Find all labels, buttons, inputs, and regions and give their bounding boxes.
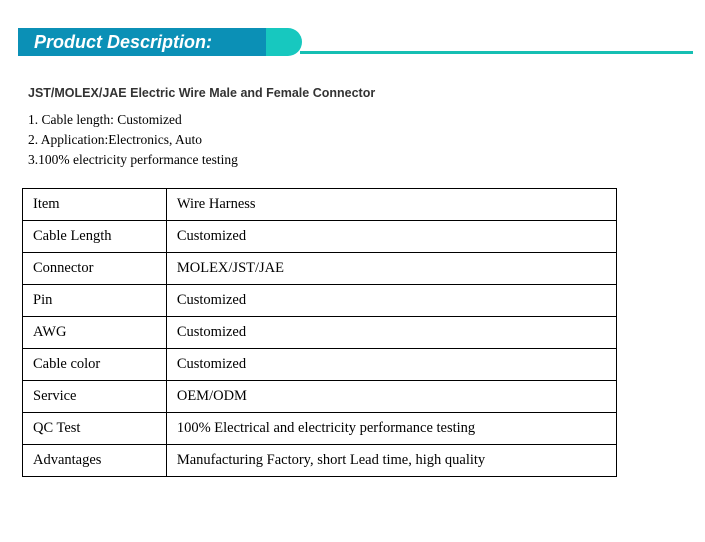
cell-label: Pin [23, 285, 167, 317]
table-row: Service OEM/ODM [23, 381, 617, 413]
cell-label: Connector [23, 253, 167, 285]
table-row: Pin Customized [23, 285, 617, 317]
cell-value: Wire Harness [166, 189, 616, 221]
header-title: Product Description: [34, 32, 212, 53]
cell-value: Customized [166, 317, 616, 349]
cell-label: Item [23, 189, 167, 221]
header-underline [300, 51, 693, 54]
cell-label: Advantages [23, 445, 167, 477]
cell-value: MOLEX/JST/JAE [166, 253, 616, 285]
cell-label: AWG [23, 317, 167, 349]
cell-label: QC Test [23, 413, 167, 445]
cell-value: Manufacturing Factory, short Lead time, … [166, 445, 616, 477]
bullet-item: 2. Application:Electronics, Auto [28, 132, 705, 148]
cell-value: 100% Electrical and electricity performa… [166, 413, 616, 445]
header-blue-block: Product Description: [18, 28, 266, 56]
cell-value: Customized [166, 285, 616, 317]
header-bar: Product Description: [0, 28, 705, 56]
header-teal-curve [262, 28, 302, 56]
table-row: Connector MOLEX/JST/JAE [23, 253, 617, 285]
table-row: QC Test 100% Electrical and electricity … [23, 413, 617, 445]
table-row: Advantages Manufacturing Factory, short … [23, 445, 617, 477]
cell-label: Service [23, 381, 167, 413]
product-subtitle: JST/MOLEX/JAE Electric Wire Male and Fem… [28, 86, 705, 100]
cell-value: Customized [166, 221, 616, 253]
cell-value: OEM/ODM [166, 381, 616, 413]
table-row: Cable color Customized [23, 349, 617, 381]
bullet-item: 3.100% electricity performance testing [28, 152, 705, 168]
table-row: AWG Customized [23, 317, 617, 349]
cell-label: Cable Length [23, 221, 167, 253]
table-row: Item Wire Harness [23, 189, 617, 221]
cell-value: Customized [166, 349, 616, 381]
bullet-list: 1. Cable length: Customized 2. Applicati… [28, 112, 705, 168]
bullet-item: 1. Cable length: Customized [28, 112, 705, 128]
cell-label: Cable color [23, 349, 167, 381]
spec-table-body: Item Wire Harness Cable Length Customize… [23, 189, 617, 477]
table-row: Cable Length Customized [23, 221, 617, 253]
spec-table: Item Wire Harness Cable Length Customize… [22, 188, 617, 477]
